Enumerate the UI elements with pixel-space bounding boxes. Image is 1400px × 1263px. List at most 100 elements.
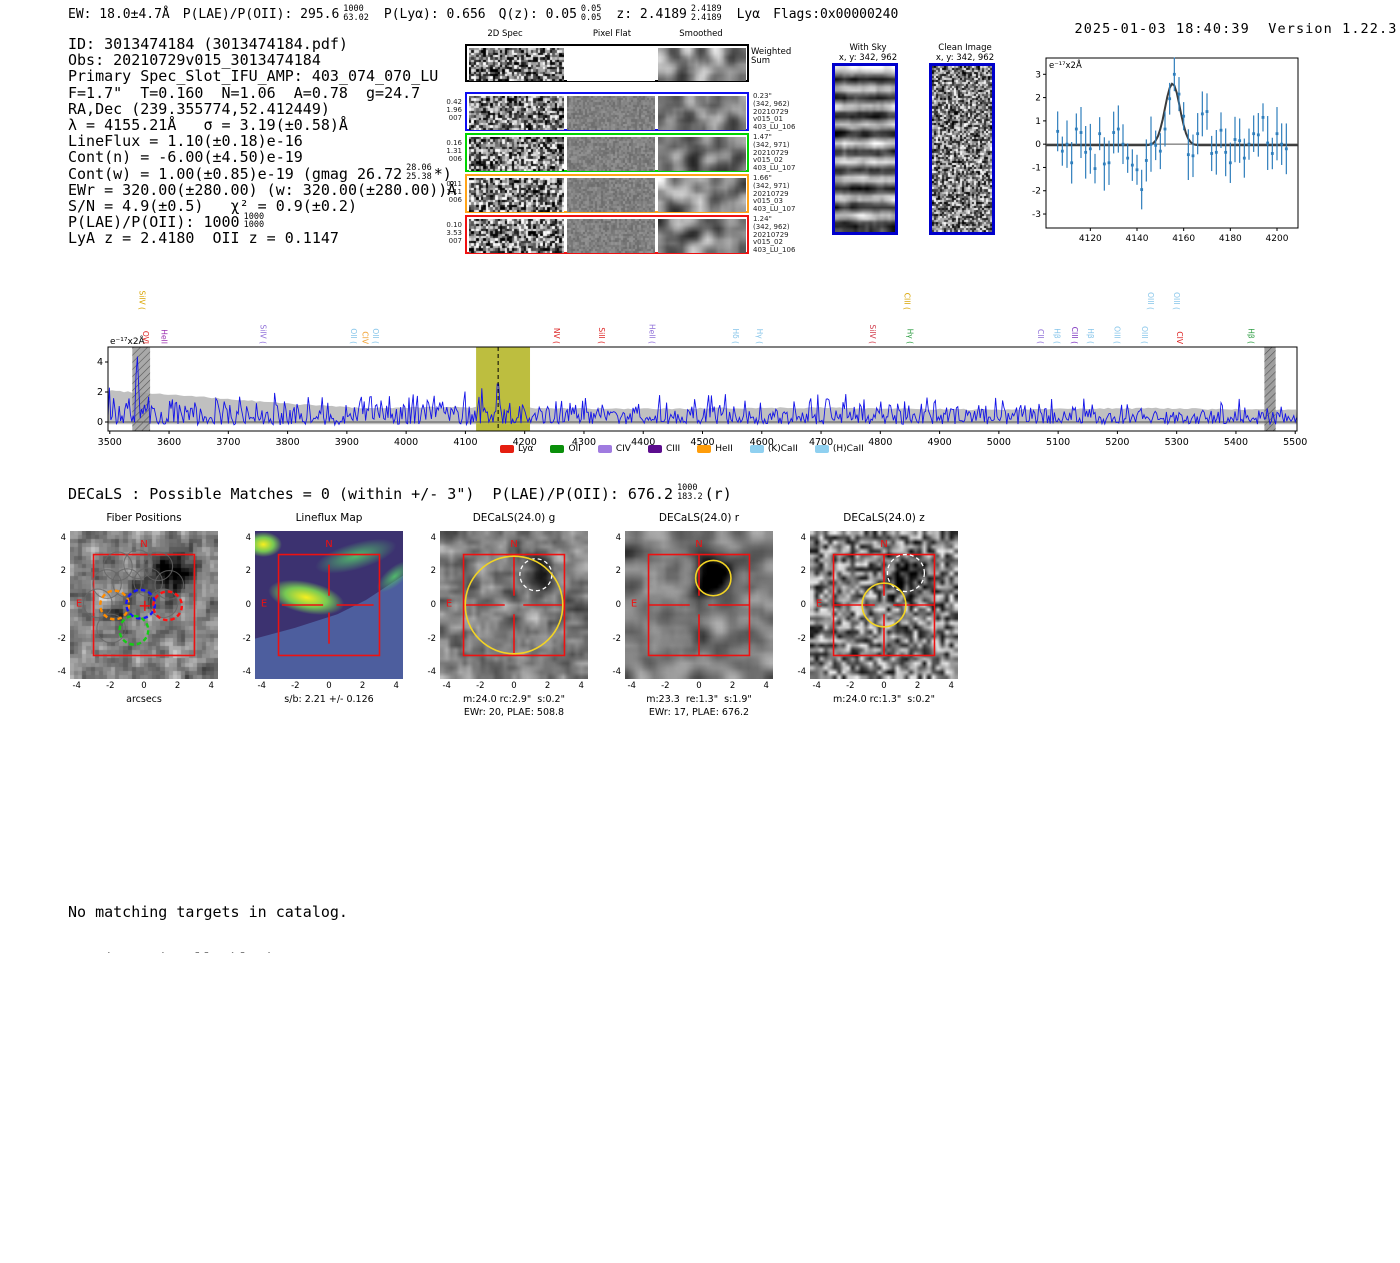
extraction-box <box>647 553 751 657</box>
neighbor-aperture-circle <box>519 558 553 592</box>
x-tick-label: 5100 <box>1046 437 1070 448</box>
x-tick-label: 3900 <box>335 437 359 448</box>
legend-label: CIII <box>665 444 681 454</box>
smoothed-image <box>658 137 746 171</box>
x-tick-label: 4700 <box>809 437 833 448</box>
data-point <box>1158 149 1162 153</box>
y-tick-label: 0 <box>800 600 806 610</box>
flux-streak <box>376 560 403 593</box>
smoothed-image <box>658 219 746 253</box>
x-tick-label: 4 <box>208 681 214 691</box>
emission-line-label: CII ( <box>1036 329 1045 344</box>
selected-fiber-circle <box>118 614 150 646</box>
selected-fiber-circle <box>99 589 131 621</box>
z-value: z: 2.4189 2.4189 2.4189 <box>616 4 722 23</box>
fiber-circle <box>143 551 174 582</box>
x-tick-label: 4600 <box>750 437 774 448</box>
y-tick-label: -2 <box>57 633 66 644</box>
p-lya-value: P(Lyα): 0.656 <box>383 7 486 22</box>
y-tick-label: 2 <box>800 566 806 577</box>
info-line: RA,Dec (239.355774,52.412449) <box>68 99 330 118</box>
x-tick-label: 3600 <box>157 437 181 448</box>
legend-swatch <box>597 445 612 453</box>
x-tick-label: 5400 <box>1224 437 1248 448</box>
data-point <box>1121 142 1125 146</box>
info-line: F=1.7" T=0.160 N=1.06 A=0.78 g=24.7 <box>68 83 421 102</box>
catalog-note: No matching targets in catalog. Row inte… <box>68 874 348 953</box>
spectrum-line <box>107 356 1298 427</box>
with-sky-image <box>832 63 898 235</box>
emission-line-label: OIII ( <box>1146 292 1155 310</box>
data-point <box>1242 156 1246 160</box>
legend-swatch <box>814 445 829 453</box>
data-point <box>1056 129 1060 133</box>
data-point <box>1233 138 1237 141</box>
info-frac: 1000 1000 <box>243 211 265 231</box>
y-tick-label: -1 <box>1032 163 1041 173</box>
legend-label: HeII <box>715 444 733 454</box>
plae-frac: 1000 63.02 <box>343 4 369 23</box>
fiber-row-weights: 0.10 3.53 007 <box>446 221 462 245</box>
y-tick-label: 0 <box>615 600 621 610</box>
extraction-box <box>92 553 196 657</box>
y-tick-label: 4 <box>97 357 103 368</box>
fiber-circle <box>154 569 185 600</box>
x-tick-label: 4160 <box>1172 234 1195 244</box>
panel-title: Fiber Positions <box>106 512 182 524</box>
data-point <box>1247 142 1251 146</box>
line-type-label: Lyα <box>736 7 761 22</box>
fiber-circle <box>103 551 133 582</box>
emission-line-label: HeII ( <box>647 324 656 344</box>
legend-swatch <box>697 445 712 453</box>
emission-line-label: CIV <box>1175 331 1184 344</box>
legend-label: Lyα <box>518 444 534 454</box>
data-point <box>1191 154 1195 158</box>
legend-swatch <box>647 445 662 453</box>
legend-item: Lyα <box>500 444 533 454</box>
fiber-row-meta: 0.23" (342, 962) 20210729 v015_01 403_LU_106 <box>753 92 796 132</box>
data-point <box>1126 156 1130 160</box>
x-tick-label: 4 <box>578 681 584 691</box>
y-tick-label: -4 <box>797 667 806 678</box>
flux-units-label: e⁻¹⁷x2Å <box>110 335 146 347</box>
selected-fiber-circle <box>125 588 157 620</box>
y-tick-label: 0 <box>97 417 103 428</box>
plot-frame <box>1045 57 1299 229</box>
fiber-row-weights: 0.42 1.96 007 <box>446 98 462 122</box>
data-point <box>1130 163 1134 167</box>
col-title-2dspec: 2D Spec <box>487 29 523 39</box>
y-tick-label: -4 <box>612 667 621 678</box>
data-point <box>1224 150 1228 154</box>
data-point <box>1154 143 1158 147</box>
legend-label: OII <box>568 444 581 454</box>
info-line: Cont(n) = -6.00(±4.50)e-19 <box>68 148 303 167</box>
x-tick-label: 2 <box>359 681 366 691</box>
panel-caption: m:23.3 re:1.3" s:1.9" <box>646 694 752 705</box>
data-point <box>1088 147 1092 151</box>
y-tick-label: -4 <box>57 667 66 678</box>
data-point <box>1182 114 1186 118</box>
weighted-sum-row <box>465 44 749 82</box>
data-point <box>1098 132 1102 136</box>
neighbor-aperture-circle <box>886 553 926 593</box>
y-tick-label: 2 <box>615 566 621 577</box>
clean-image-title: Clean Image <box>938 43 992 53</box>
east-label: E <box>76 599 82 610</box>
2d-spec-image <box>469 137 564 171</box>
y-tick-label: 2 <box>430 566 436 577</box>
ew-value: EW: 18.0±4.7Å <box>68 7 170 22</box>
east-label: E <box>816 599 822 610</box>
fiber-circle <box>96 613 127 644</box>
fiber-positions-image <box>70 531 218 679</box>
x-tick-label: 4000 <box>394 437 418 448</box>
panel-title: DECaLS(24.0) g <box>472 512 556 524</box>
x-tick-label: 4300 <box>572 437 596 448</box>
info-block: ID: 3013474184 (3013474184.pdf) Obs: 2021… <box>68 36 456 247</box>
photometry-aperture-circle <box>861 582 907 628</box>
emission-line-label: CIV <box>360 331 369 344</box>
data-point <box>1228 161 1232 165</box>
data-point <box>1214 150 1218 154</box>
gaussian-fit-line <box>1046 82 1298 147</box>
emission-line-label: CIII ( <box>1070 327 1079 344</box>
x-tick-label: 4120 <box>1079 234 1102 244</box>
